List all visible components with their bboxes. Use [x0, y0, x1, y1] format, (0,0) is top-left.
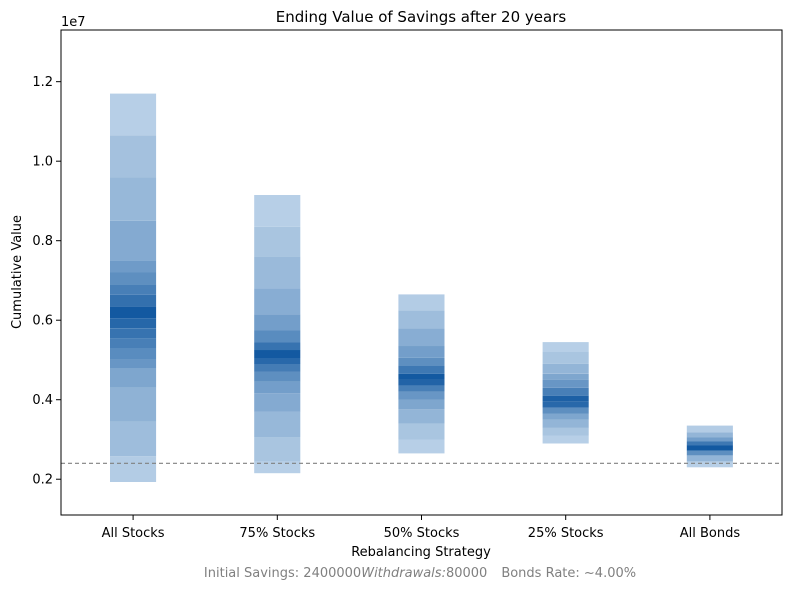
density-band	[542, 342, 589, 352]
density-band	[254, 330, 301, 342]
density-band	[542, 427, 589, 436]
density-band	[254, 226, 301, 257]
density-band	[542, 395, 589, 402]
density-band	[254, 342, 301, 351]
density-band	[398, 385, 445, 392]
density-band	[110, 177, 157, 221]
density-band	[254, 288, 301, 315]
density-band	[110, 306, 157, 319]
density-band	[110, 135, 157, 177]
y-tick-label: 0.4	[32, 393, 53, 408]
density-band	[398, 346, 445, 358]
footer-withdrawals-label: Withdrawals:	[361, 566, 446, 581]
density-band	[398, 358, 445, 366]
density-band	[110, 348, 157, 360]
density-band	[254, 350, 301, 358]
density-band	[398, 439, 445, 454]
density-band	[110, 318, 157, 329]
density-band	[398, 365, 445, 374]
x-tick-label: 75% Stocks	[239, 526, 315, 541]
x-tick-label: All Stocks	[102, 526, 165, 541]
density-band	[110, 294, 157, 307]
density-band	[686, 445, 733, 451]
y-tick-label: 0.6	[32, 314, 53, 329]
density-band	[398, 409, 445, 424]
density-band	[686, 425, 733, 433]
density-band	[398, 379, 445, 386]
density-band	[686, 455, 733, 462]
density-band	[398, 294, 445, 311]
y-tick-label: 0.2	[32, 473, 53, 488]
density-bands	[110, 93, 733, 482]
density-band	[254, 411, 301, 438]
density-band	[254, 195, 301, 227]
y-tick-label: 1.2	[32, 75, 53, 90]
density-band	[686, 437, 733, 442]
density-band	[542, 363, 589, 374]
y-axis: 0.2 0.4 0.6 0.8 1.0 1.2	[32, 75, 61, 488]
density-band	[110, 360, 157, 368]
density-band	[110, 260, 157, 273]
density-band	[542, 419, 589, 428]
density-band	[254, 371, 301, 382]
density-band	[254, 381, 301, 394]
density-band	[110, 328, 157, 339]
x-tick-label: All Bonds	[680, 526, 741, 541]
density-band	[542, 407, 589, 414]
density-band	[686, 461, 733, 468]
x-tick-label: 25% Stocks	[528, 526, 604, 541]
density-band	[254, 314, 301, 331]
density-band	[686, 450, 733, 456]
density-band	[110, 272, 157, 285]
density-band	[542, 401, 589, 408]
footer-withdrawals-value: 80000	[446, 566, 487, 581]
footer-initial-savings: Initial Savings: 2400000	[204, 566, 361, 581]
density-band	[398, 310, 445, 329]
density-band	[542, 373, 589, 380]
y-offset-label: 1e7	[61, 15, 86, 30]
density-band	[398, 328, 445, 347]
y-tick-label: 1.0	[32, 155, 53, 170]
x-tick-label: 50% Stocks	[384, 526, 460, 541]
density-band	[110, 387, 157, 422]
footer-note: Initial Savings: 2400000Withdrawals:8000…	[204, 566, 636, 581]
density-band	[110, 338, 157, 348]
density-band	[254, 461, 301, 474]
density-band	[254, 393, 301, 412]
density-band	[254, 358, 301, 364]
density-band	[254, 363, 301, 372]
density-band	[542, 352, 589, 364]
density-band	[398, 423, 445, 440]
density-band	[398, 399, 445, 410]
density-band	[110, 367, 157, 388]
x-axis: All Stocks 75% Stocks 50% Stocks 25% Stocks…	[102, 515, 741, 541]
density-band	[398, 373, 445, 380]
x-axis-label: Rebalancing Strategy	[351, 545, 491, 560]
density-band	[110, 93, 157, 136]
density-band	[254, 437, 301, 462]
density-band	[110, 284, 157, 295]
density-band	[542, 387, 589, 396]
footer-bonds-rate: Bonds Rate: ~4.00%	[501, 566, 636, 581]
density-band	[542, 379, 589, 388]
chart-title: Ending Value of Savings after 20 years	[276, 8, 567, 26]
density-band	[542, 435, 589, 444]
y-tick-label: 0.8	[32, 234, 53, 249]
density-band	[398, 391, 445, 400]
density-band	[110, 456, 157, 482]
y-axis-label: Cumulative Value	[10, 215, 25, 329]
density-band	[542, 413, 589, 420]
density-band	[686, 441, 733, 446]
density-band	[110, 220, 157, 261]
density-band	[110, 421, 157, 457]
density-band	[686, 432, 733, 438]
density-band	[254, 256, 301, 289]
